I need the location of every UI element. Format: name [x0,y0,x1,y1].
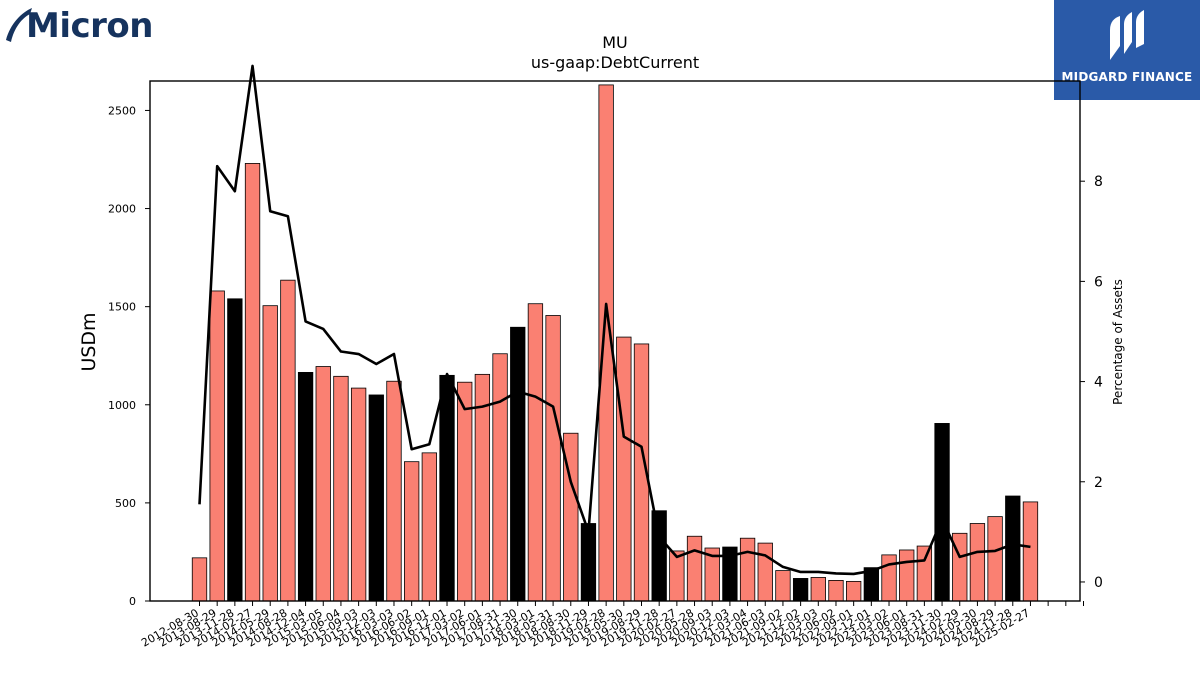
bar-2014-02-27 [297,371,314,602]
chart-title: MU [602,33,628,52]
bar-2021-03-04 [792,578,809,602]
bar-2019-08-29 [686,535,703,602]
bar-2020-12-03 [775,570,791,602]
bar-2018-08-30 [616,336,632,602]
bar-2022-12-01 [916,545,933,602]
y2-tick-label: 0 [1094,575,1103,591]
y2-axis-label: Percentage of Assets [1111,279,1125,405]
bar-2012-11-29 [209,290,225,602]
bar-2021-12-02 [846,580,862,602]
bar-2022-06-02 [881,554,897,602]
bar-2015-09-03 [404,461,420,602]
bar-2021-09-02 [828,580,844,602]
bar-2017-03-02 [510,326,526,602]
assets-percentage-line [198,64,1031,576]
y-tick-label: 1500 [108,301,136,314]
bar-2018-03-01 [580,523,597,602]
micron-logo-text: Micron [26,6,153,46]
midgard-finance-logo: MIDGARD FINANCE [1054,0,1200,100]
y-tick-label: 500 [115,497,136,510]
micron-swoosh-icon [6,8,32,42]
bar-2019-05-30 [669,550,685,602]
bar-2019-02-28 [651,510,667,602]
axes-layer: 05001000150020002500024682012-08-302013-… [108,104,1103,649]
chart-subtitle: us-gaap:DebtCurrent [531,53,699,72]
y-tick-label: 1000 [108,399,136,412]
bars-layer [191,84,1039,602]
y2-tick-label: 6 [1094,274,1103,290]
y-axis-label: USDm [78,312,100,371]
bar-2013-08-29 [262,305,278,602]
bar-2017-08-31 [545,315,561,602]
y2-tick-label: 4 [1094,375,1103,391]
bar-2015-12-03 [421,452,437,602]
bar-2016-12-01 [492,353,508,602]
bar-2020-05-28 [739,537,756,602]
bar-2013-11-28 [280,279,296,602]
bar-2013-05-30 [244,163,261,602]
line-layer [198,64,1031,576]
bar-2014-08-28 [333,375,349,602]
bar-2013-02-28 [227,298,243,602]
y2-tick-label: 8 [1094,174,1103,190]
bar-2023-08-31 [969,523,986,602]
bar-2024-02-29 [1005,495,1021,602]
y-tick-label: 2500 [108,104,136,117]
midgard-logo-text: MIDGARD FINANCE [1061,70,1193,84]
bar-2023-03-02 [934,423,950,602]
bar-2024-05-30 [1022,501,1039,602]
bar-2021-06-03 [810,577,826,602]
bar-2014-05-29 [315,366,331,602]
bar-2015-06-04 [386,380,402,602]
bar-2017-06-01 [527,303,544,602]
y-tick-label: 2000 [108,203,136,216]
bar-2020-09-03 [757,542,773,602]
y2-tick-label: 2 [1094,475,1103,491]
bar-2023-11-30 [987,516,1003,602]
micron-logo: Micron [4,4,160,48]
y-tick-label: 0 [129,595,136,608]
bar-2014-12-04 [350,387,367,602]
bar-2016-06-02 [457,381,473,602]
bar-2022-09-01 [899,549,915,602]
midgard-emblem-icon [1110,10,1144,60]
plot-frame [149,80,1081,602]
bar-2015-03-05 [368,394,384,602]
bar-2012-08-30 [191,557,208,602]
bar-2016-03-03 [439,374,455,602]
